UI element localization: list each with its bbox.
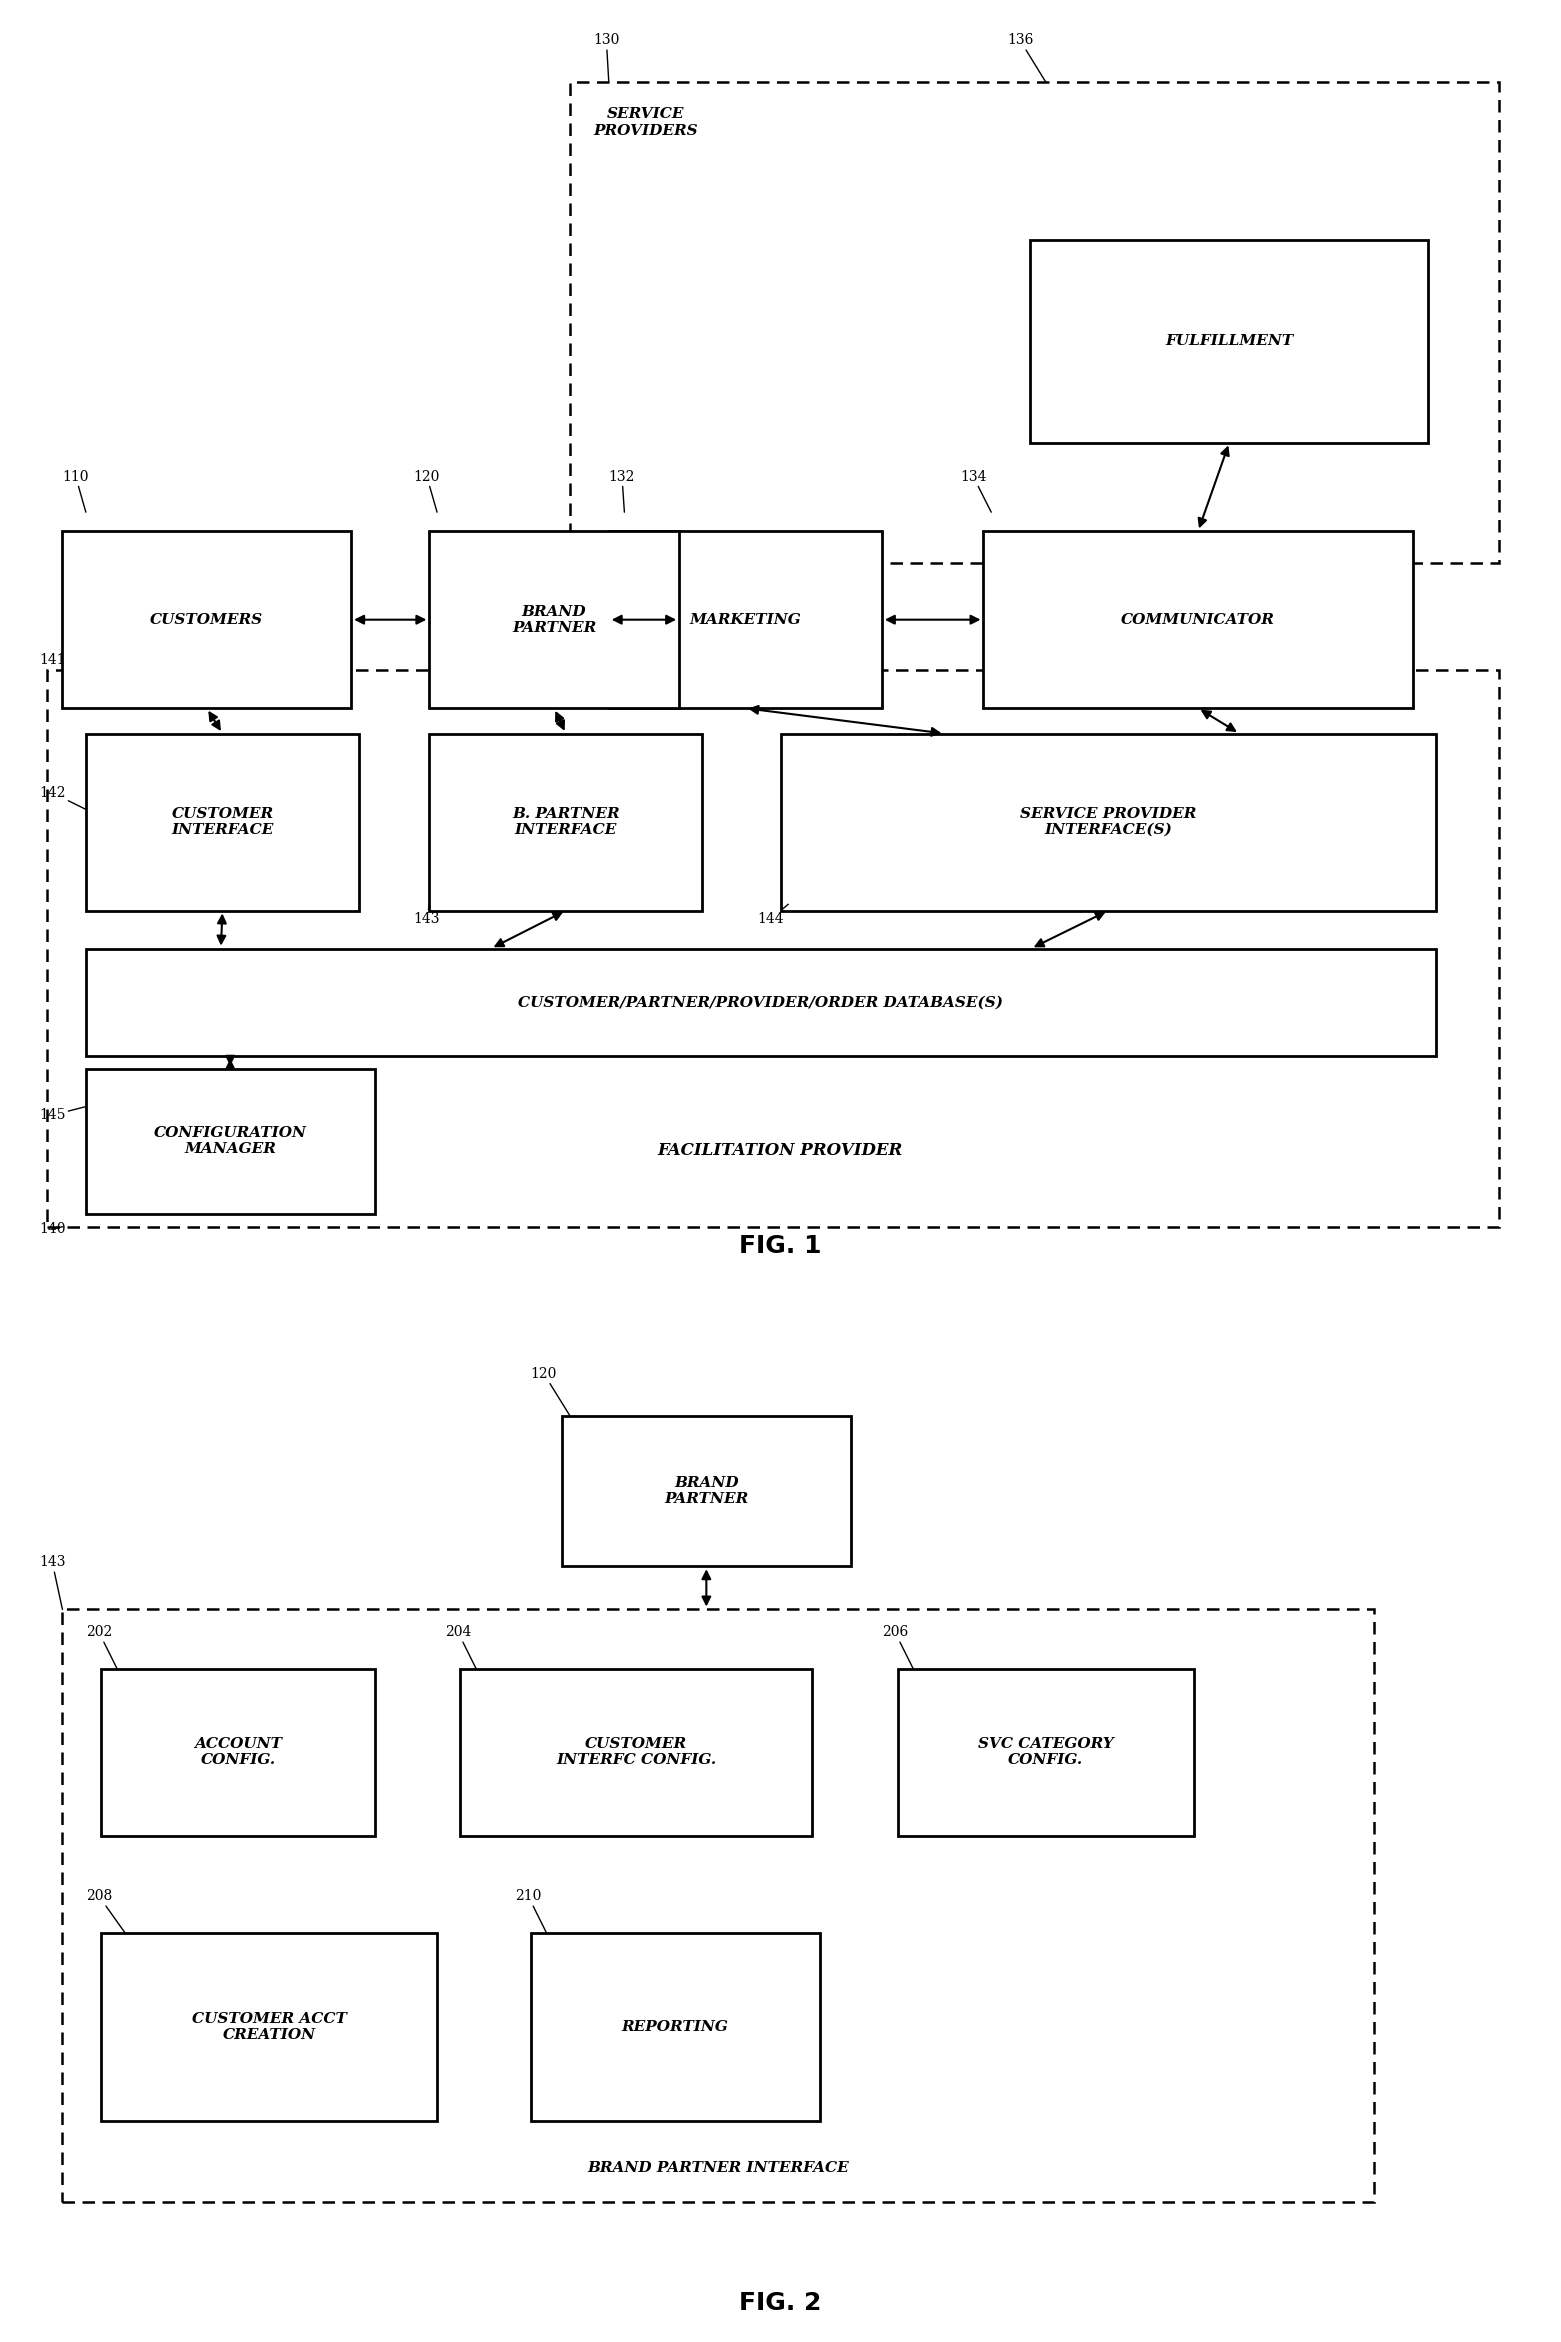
Text: ACCOUNT
CONFIG.: ACCOUNT CONFIG. — [194, 1738, 283, 1768]
Text: 136: 136 — [1007, 33, 1046, 82]
Text: CUSTOMERS: CUSTOMERS — [150, 614, 264, 628]
Text: MARKETING: MARKETING — [690, 614, 801, 628]
Text: SERVICE PROVIDER
INTERFACE(S): SERVICE PROVIDER INTERFACE(S) — [1021, 808, 1196, 836]
FancyBboxPatch shape — [531, 1932, 820, 2122]
Text: 140: 140 — [39, 1223, 66, 1237]
FancyBboxPatch shape — [1030, 241, 1428, 443]
FancyBboxPatch shape — [983, 532, 1413, 707]
Text: BRAND
PARTNER: BRAND PARTNER — [665, 1475, 748, 1506]
FancyBboxPatch shape — [101, 1932, 437, 2122]
Text: CUSTOMER
INTERFACE: CUSTOMER INTERFACE — [172, 808, 273, 836]
FancyBboxPatch shape — [460, 1668, 812, 1836]
Text: B. PARTNER
INTERFACE: B. PARTNER INTERFACE — [512, 808, 620, 836]
Text: COMMUNICATOR: COMMUNICATOR — [1121, 614, 1275, 628]
Text: 132: 132 — [609, 471, 635, 513]
Text: 130: 130 — [593, 33, 620, 82]
FancyBboxPatch shape — [86, 1068, 375, 1213]
Text: FULFILLMENT: FULFILLMENT — [1165, 335, 1294, 349]
Text: 142: 142 — [39, 787, 86, 810]
Text: FACILITATION PROVIDER: FACILITATION PROVIDER — [657, 1143, 904, 1159]
Text: 134: 134 — [960, 471, 991, 513]
Text: FIG. 2: FIG. 2 — [740, 2290, 821, 2314]
Text: FIG. 1: FIG. 1 — [740, 1234, 821, 1258]
Text: SERVICE
PROVIDERS: SERVICE PROVIDERS — [593, 108, 698, 138]
Text: BRAND PARTNER INTERFACE: BRAND PARTNER INTERFACE — [587, 2162, 849, 2176]
FancyBboxPatch shape — [62, 532, 351, 707]
Text: 143: 143 — [39, 1555, 66, 1609]
Text: CUSTOMER/PARTNER/PROVIDER/ORDER DATABASE(S): CUSTOMER/PARTNER/PROVIDER/ORDER DATABASE… — [518, 995, 1004, 1009]
FancyBboxPatch shape — [429, 733, 702, 911]
Text: 145: 145 — [39, 1108, 86, 1122]
Text: 120: 120 — [414, 471, 440, 513]
Text: 110: 110 — [62, 471, 89, 513]
FancyBboxPatch shape — [86, 949, 1436, 1056]
Text: 143: 143 — [414, 904, 440, 925]
Text: CUSTOMER
INTERFC CONFIG.: CUSTOMER INTERFC CONFIG. — [556, 1738, 716, 1768]
FancyBboxPatch shape — [898, 1668, 1194, 1836]
FancyBboxPatch shape — [780, 733, 1436, 911]
Text: 208: 208 — [86, 1890, 125, 1932]
Text: 206: 206 — [882, 1625, 913, 1668]
Text: CONFIGURATION
MANAGER: CONFIGURATION MANAGER — [153, 1127, 308, 1157]
FancyBboxPatch shape — [86, 733, 359, 911]
Text: 144: 144 — [757, 904, 788, 925]
FancyBboxPatch shape — [562, 1415, 851, 1567]
FancyBboxPatch shape — [429, 532, 679, 707]
Text: REPORTING: REPORTING — [621, 2019, 729, 2033]
FancyBboxPatch shape — [101, 1668, 375, 1836]
Text: 141: 141 — [39, 653, 66, 670]
Text: CUSTOMER ACCT
CREATION: CUSTOMER ACCT CREATION — [192, 2012, 347, 2042]
Text: 120: 120 — [531, 1368, 570, 1415]
Text: SVC CATEGORY
CONFIG.: SVC CATEGORY CONFIG. — [979, 1738, 1113, 1768]
Text: BRAND
PARTNER: BRAND PARTNER — [512, 604, 596, 635]
Text: 202: 202 — [86, 1625, 117, 1668]
Text: 204: 204 — [445, 1625, 476, 1668]
FancyBboxPatch shape — [609, 532, 882, 707]
Text: 210: 210 — [515, 1890, 546, 1932]
